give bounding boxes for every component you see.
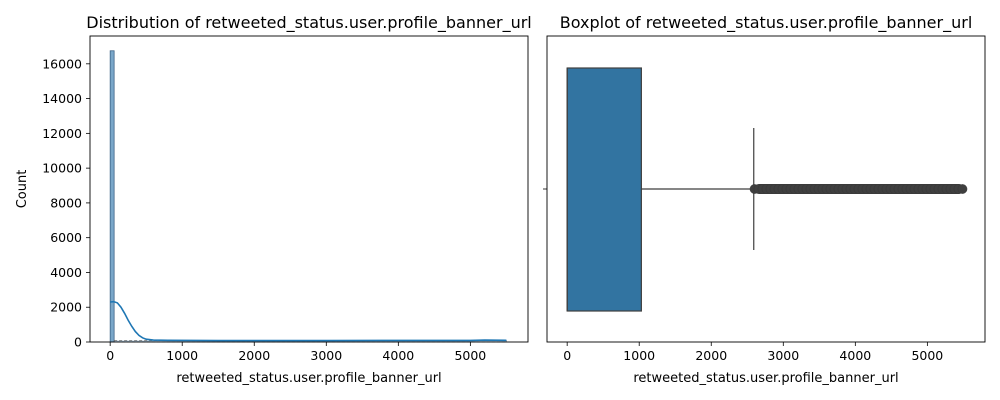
histogram-bar-0 bbox=[109, 50, 115, 343]
histogram-x-tick-label-3: 3000 bbox=[310, 348, 342, 363]
histogram-y-tick-label-4: 8000 bbox=[50, 195, 82, 210]
boxplot-x-tick-label-5: 5000 bbox=[911, 348, 943, 363]
boxplot-axes-frame bbox=[546, 35, 986, 343]
histogram-x-tick-label-1: 1000 bbox=[166, 348, 198, 363]
histogram-y-tick-label-2: 4000 bbox=[50, 265, 82, 280]
kde-curve-group bbox=[110, 300, 507, 342]
histogram-y-tick-label-5: 10000 bbox=[42, 161, 82, 176]
histogram-y-tick-label-1: 2000 bbox=[50, 300, 82, 315]
histogram-axes-frame bbox=[89, 35, 529, 343]
histogram-y-tick-label-3: 6000 bbox=[50, 230, 82, 245]
boxplot-x-ticks: 0 1000 2000 3000 4000 5000 bbox=[563, 342, 943, 363]
boxplot-x-tick-label-2: 2000 bbox=[695, 348, 727, 363]
boxplot-x-tick-label-0: 0 bbox=[563, 348, 571, 363]
histogram-y-tick-label-0: 0 bbox=[74, 335, 82, 350]
histogram-panel: Distribution of retweeted_status.user.pr… bbox=[15, 13, 532, 386]
histogram-y-tick-label-8: 16000 bbox=[42, 56, 82, 71]
boxplot-outliers bbox=[749, 184, 968, 194]
histogram-x-label: retweeted_status.user.profile_banner_url bbox=[176, 371, 441, 386]
boxplot-x-tick-label-1: 1000 bbox=[623, 348, 655, 363]
histogram-x-tick-label-4: 4000 bbox=[382, 348, 414, 363]
histogram-x-tick-label-2: 2000 bbox=[238, 348, 270, 363]
boxplot-elements bbox=[543, 67, 968, 312]
boxplot-outlier-point-52 bbox=[957, 184, 968, 194]
boxplot-x-label: retweeted_status.user.profile_banner_url bbox=[633, 371, 898, 386]
histogram-title: Distribution of retweeted_status.user.pr… bbox=[86, 13, 531, 33]
histogram-y-tick-label-7: 14000 bbox=[42, 91, 82, 106]
histogram-y-tick-label-6: 12000 bbox=[42, 126, 82, 141]
histogram-y-ticks: 0 2000 4000 6000 8000 10000 12000 14000 16000 bbox=[42, 56, 90, 350]
kde-curve bbox=[110, 300, 507, 342]
boxplot-x-tick-label-3: 3000 bbox=[767, 348, 799, 363]
histogram-y-label: Count bbox=[15, 170, 30, 209]
boxplot-box bbox=[566, 67, 642, 312]
histogram-x-ticks: 0 1000 2000 3000 4000 5000 bbox=[106, 342, 486, 363]
histogram-x-tick-label-0: 0 bbox=[106, 348, 114, 363]
boxplot-x-tick-label-4: 4000 bbox=[839, 348, 871, 363]
boxplot-panel: Boxplot of retweeted_status.user.profile… bbox=[543, 13, 986, 386]
histogram-x-tick-label-5: 5000 bbox=[454, 348, 486, 363]
histogram-bars bbox=[109, 50, 507, 343]
boxplot-title: Boxplot of retweeted_status.user.profile… bbox=[560, 13, 973, 33]
